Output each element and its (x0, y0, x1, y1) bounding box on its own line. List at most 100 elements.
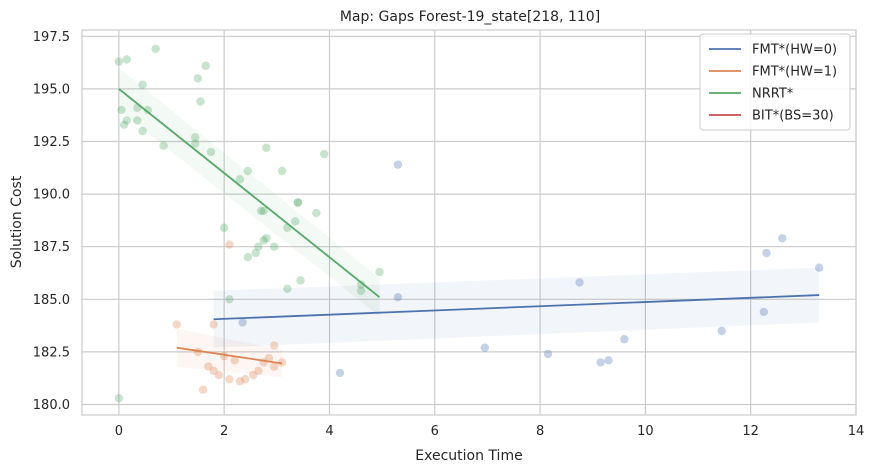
legend: FMT*(HW=0) FMT*(HW=1) NRRT* BIT*(BS=30) (699, 33, 851, 131)
data-point (269, 242, 279, 251)
fit-line (213, 294, 820, 321)
x-tick-label: 0 (115, 424, 123, 439)
grid-lines (82, 30, 857, 415)
data-point (596, 358, 605, 367)
data-point (262, 143, 271, 153)
x-tick-label: 12 (742, 424, 759, 439)
data-point (296, 276, 305, 285)
data-point (214, 370, 224, 380)
data-point (193, 74, 203, 83)
data-point (235, 377, 245, 386)
data-point (320, 149, 329, 159)
data-point (114, 393, 124, 403)
data-point (143, 105, 153, 115)
data-point (122, 116, 131, 125)
legend-entry: BIT*(BS=30) (752, 109, 834, 124)
data-point (293, 198, 303, 207)
y-axis-label: Solution Cost (9, 175, 25, 268)
data-point (480, 343, 489, 352)
data-point (277, 358, 287, 367)
data-point (151, 44, 160, 54)
data-point (243, 253, 253, 262)
data-point (356, 280, 366, 289)
data-point (198, 385, 208, 394)
data-point (543, 349, 553, 359)
data-point (248, 370, 258, 380)
data-point (209, 366, 218, 376)
x-axis-label: Execution Time (415, 448, 522, 464)
data-point (283, 284, 292, 293)
data-point (762, 248, 771, 258)
data-point (159, 141, 168, 150)
data-point (814, 263, 824, 272)
data-point (122, 55, 131, 64)
x-tick-label: 4 (325, 424, 333, 439)
x-tick-label: 14 (848, 424, 865, 439)
data-point (114, 57, 124, 66)
data-point (277, 166, 287, 176)
data-point (375, 267, 384, 277)
data-point (312, 208, 321, 218)
data-point (117, 105, 126, 115)
data-point (778, 234, 787, 243)
data-point (356, 286, 366, 296)
data-point (196, 97, 205, 106)
data-point (219, 223, 229, 232)
x-tick-label: 8 (536, 424, 544, 439)
x-tick-label: 6 (431, 424, 439, 439)
confidence-band (176, 328, 283, 378)
data-point (206, 147, 216, 157)
y-tick-label: 190.0 (33, 188, 70, 203)
data-point (291, 217, 300, 226)
x-tick-label: 10 (637, 424, 654, 439)
legend-entry: NRRT* (752, 87, 794, 102)
y-tick-label: 185.0 (33, 293, 70, 308)
data-point (204, 362, 213, 371)
x-tick-labels: 0 2 4 6 8 10 12 14 (115, 424, 865, 439)
data-point (201, 61, 210, 70)
y-tick-label: 195.0 (33, 82, 70, 97)
fit-line (176, 346, 283, 365)
data-point (119, 120, 129, 129)
data-point (225, 375, 234, 384)
data-point (230, 356, 239, 365)
data-point (262, 234, 271, 243)
data-point (393, 160, 403, 169)
fit-line (118, 88, 381, 298)
data-point (259, 236, 268, 245)
data-point (575, 278, 584, 287)
data-point (138, 80, 147, 89)
data-point (138, 126, 147, 136)
y-tick-label: 187.5 (33, 240, 70, 255)
data-point (393, 292, 403, 302)
y-tick-label: 192.5 (33, 135, 70, 150)
data-point (259, 206, 268, 216)
data-point (254, 242, 263, 251)
x-tick-label: 2 (220, 424, 228, 439)
data-point (225, 295, 234, 304)
data-point (133, 116, 142, 125)
data-point (172, 320, 181, 329)
fit-lines (118, 88, 820, 365)
data-point (191, 133, 200, 142)
data-point (335, 368, 345, 378)
data-point (620, 335, 629, 344)
legend-box (699, 33, 851, 131)
data-point (256, 206, 266, 216)
data-point (269, 341, 279, 350)
data-point (269, 362, 279, 371)
data-point (209, 320, 218, 329)
data-point (251, 248, 260, 258)
y-tick-label: 180.0 (33, 398, 70, 413)
y-tick-labels: 180.0 182.5 185.0 187.5 190.0 192.5 195.0 197.5 (33, 30, 70, 413)
data-point (241, 375, 250, 384)
data-point (759, 307, 769, 317)
y-tick-label: 182.5 (33, 345, 70, 360)
data-point (293, 198, 303, 207)
data-point (225, 240, 234, 249)
scatter-points (114, 44, 824, 403)
data-point (191, 139, 200, 148)
data-point (238, 318, 247, 327)
legend-entry: FMT*(HW=1) (752, 65, 837, 80)
